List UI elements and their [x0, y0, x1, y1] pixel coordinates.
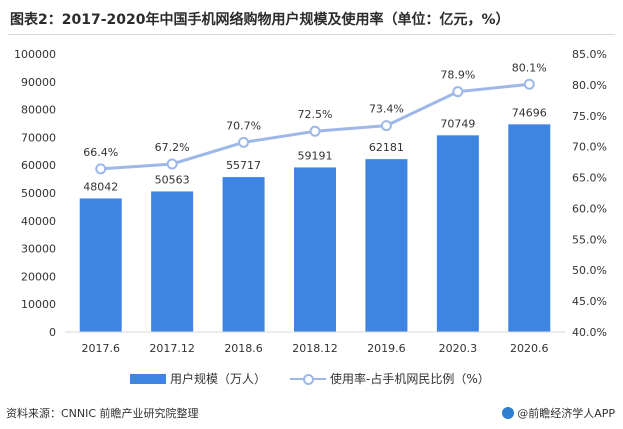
credit-text: @前瞻经济学人APP	[517, 407, 615, 420]
line-value-label: 78.9%	[440, 69, 475, 82]
line-series	[95, 78, 535, 175]
bar-value-label: 50563	[155, 173, 190, 186]
bar	[222, 177, 265, 332]
right-tick-label: 80.0%	[572, 79, 607, 92]
right-tick-label: 70.0%	[572, 141, 607, 154]
left-tick-label: 40000	[21, 215, 56, 228]
line-value-label: 67.2%	[155, 141, 190, 154]
left-tick-label: 80000	[21, 104, 56, 117]
x-tick-label: 2018.6	[224, 342, 263, 355]
legend-bar-swatch	[130, 374, 166, 384]
chart-title: 图表2：2017-2020年中国手机网络购物用户规模及使用率（单位：亿元，%）	[10, 12, 510, 28]
credit-note: @前瞻经济学人APP	[502, 405, 615, 421]
bar	[436, 135, 479, 332]
line-point	[452, 86, 464, 98]
bar	[365, 159, 408, 332]
bar-value-label: 70749	[440, 117, 475, 130]
legend-line-swatch	[290, 374, 326, 385]
legend: 用户规模（万人） 使用率-占手机网民比例（%）	[120, 369, 520, 389]
x-tick-label: 2017.6	[81, 342, 120, 355]
line-point	[309, 125, 321, 137]
bar-series	[79, 124, 551, 332]
x-tick-label: 2020.3	[439, 342, 478, 355]
bar	[151, 191, 194, 332]
x-tick-label: 2020.6	[510, 342, 549, 355]
left-tick-label: 60000	[21, 159, 56, 172]
bar-labels: 48042 50563 55717 59191 62181 70749 74696	[83, 106, 547, 193]
title-divider	[8, 34, 615, 35]
left-tick-label: 100000	[14, 48, 56, 61]
line-point	[523, 78, 535, 90]
right-axis: 40.0% 45.0% 50.0% 55.0% 60.0% 65.0% 70.0% 75.0%…	[572, 48, 607, 339]
right-tick-label: 45.0%	[572, 295, 607, 308]
left-tick-label: 50000	[21, 187, 56, 200]
bar	[79, 198, 122, 332]
left-tick-label: 30000	[21, 243, 56, 256]
line-point	[166, 158, 178, 170]
bar	[294, 167, 336, 332]
x-tick-label: 2018.12	[292, 342, 338, 355]
bar	[508, 124, 551, 332]
brand-logo-icon	[502, 407, 515, 419]
legend-item-bar: 用户规模（万人）	[130, 369, 266, 389]
bar-value-label: 62181	[369, 141, 404, 154]
x-tick-label: 2017.12	[149, 342, 195, 355]
source-note: 资料来源：CNNIC 前瞻产业研究院整理	[6, 407, 199, 420]
right-tick-label: 75.0%	[572, 110, 607, 123]
left-tick-label: 0	[49, 326, 56, 339]
legend-line-label: 使用率-占手机网民比例（%）	[330, 372, 490, 386]
legend-item-line: 使用率-占手机网民比例（%）	[290, 369, 490, 389]
left-tick-label: 90000	[21, 76, 56, 89]
x-axis: 2017.6 2017.12 2018.6 2018.12 2019.6 2020.3 20…	[65, 331, 565, 355]
line-point	[238, 136, 250, 148]
line-labels: 66.4% 67.2% 70.7% 72.5% 73.4% 78.9% 80.1%	[83, 61, 547, 159]
line-point	[380, 120, 392, 132]
bar-value-label: 55717	[226, 159, 261, 172]
line-value-label: 70.7%	[226, 119, 261, 132]
right-tick-label: 55.0%	[572, 233, 607, 246]
left-axis: 0 10000 20000 30000 40000 50000 60000 70000 8000…	[14, 48, 56, 339]
line-value-label: 66.4%	[83, 146, 118, 159]
right-tick-label: 60.0%	[572, 202, 607, 215]
bar-value-label: 59191	[298, 149, 333, 162]
right-tick-label: 65.0%	[572, 172, 607, 185]
x-tick-label: 2019.6	[367, 342, 406, 355]
line-point	[95, 163, 107, 175]
right-tick-label: 85.0%	[572, 48, 607, 61]
bar-value-label: 74696	[512, 106, 547, 119]
left-tick-label: 20000	[21, 270, 56, 283]
bar-value-label: 48042	[83, 180, 118, 193]
legend-bar-label: 用户规模（万人）	[170, 372, 267, 386]
left-tick-label: 10000	[21, 298, 56, 311]
left-tick-label: 70000	[21, 131, 56, 144]
line-value-label: 73.4%	[369, 103, 404, 116]
right-tick-label: 40.0%	[572, 326, 607, 339]
line-value-label: 72.5%	[298, 108, 333, 121]
right-tick-label: 50.0%	[572, 264, 607, 277]
line-value-label: 80.1%	[512, 61, 547, 74]
